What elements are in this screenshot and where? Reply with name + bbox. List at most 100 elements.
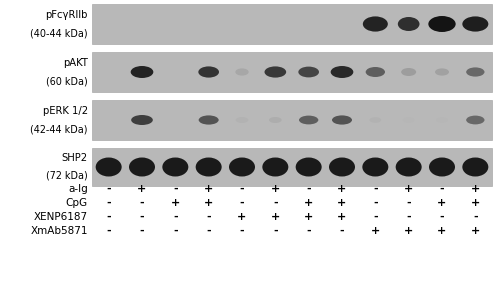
Ellipse shape [366, 67, 385, 77]
Text: +: + [170, 198, 180, 208]
Text: -: - [473, 212, 478, 222]
Ellipse shape [462, 16, 488, 31]
Ellipse shape [403, 117, 414, 123]
Ellipse shape [296, 158, 322, 176]
Text: -: - [106, 212, 111, 222]
Text: +: + [470, 184, 480, 194]
Text: +: + [470, 198, 480, 208]
Text: -: - [273, 198, 278, 208]
Text: -: - [373, 212, 378, 222]
Ellipse shape [131, 115, 153, 125]
Ellipse shape [396, 158, 421, 176]
Ellipse shape [236, 69, 248, 76]
Text: -: - [373, 198, 378, 208]
Ellipse shape [96, 158, 122, 176]
Text: +: + [270, 184, 280, 194]
Text: pFcγRIIb: pFcγRIIb [46, 10, 88, 20]
Ellipse shape [269, 117, 281, 123]
Ellipse shape [436, 117, 448, 123]
Text: -: - [173, 226, 178, 236]
Text: XENP6187: XENP6187 [34, 212, 88, 222]
Ellipse shape [198, 116, 218, 125]
Text: -: - [273, 226, 278, 236]
Text: (40-44 kDa): (40-44 kDa) [30, 28, 88, 38]
Bar [92, 100, 492, 140]
Ellipse shape [332, 116, 352, 125]
Text: +: + [338, 198, 346, 208]
Bar [92, 148, 492, 186]
Bar [92, 52, 492, 92]
Text: CpG: CpG [66, 198, 88, 208]
Text: +: + [404, 184, 413, 194]
Ellipse shape [428, 16, 456, 32]
Text: -: - [440, 212, 444, 222]
Text: +: + [404, 226, 413, 236]
Text: +: + [138, 184, 146, 194]
Text: -: - [173, 212, 178, 222]
Text: -: - [106, 226, 111, 236]
Bar [92, 4, 492, 44]
Text: +: + [204, 198, 214, 208]
Ellipse shape [129, 158, 155, 176]
Ellipse shape [362, 158, 388, 176]
Ellipse shape [236, 117, 248, 123]
Text: -: - [106, 198, 111, 208]
Text: +: + [438, 198, 446, 208]
Text: +: + [338, 212, 346, 222]
Text: +: + [304, 198, 314, 208]
Ellipse shape [299, 116, 318, 124]
Ellipse shape [466, 67, 484, 77]
Text: +: + [204, 184, 214, 194]
Ellipse shape [329, 158, 355, 176]
Text: -: - [406, 198, 411, 208]
Text: +: + [370, 226, 380, 236]
Text: +: + [438, 226, 446, 236]
Text: -: - [206, 226, 211, 236]
Text: -: - [106, 184, 111, 194]
Ellipse shape [398, 17, 419, 31]
Text: +: + [270, 212, 280, 222]
Ellipse shape [262, 158, 288, 176]
Ellipse shape [462, 158, 488, 176]
Text: pERK 1/2: pERK 1/2 [43, 106, 88, 116]
Ellipse shape [229, 158, 255, 176]
Text: -: - [173, 184, 178, 194]
Ellipse shape [370, 117, 381, 123]
Text: -: - [240, 198, 244, 208]
Text: SHP2: SHP2 [62, 153, 88, 163]
Text: (42-44 kDa): (42-44 kDa) [30, 124, 88, 134]
Text: -: - [306, 184, 311, 194]
Text: +: + [470, 226, 480, 236]
Text: -: - [140, 198, 144, 208]
Text: +: + [304, 212, 314, 222]
Text: -: - [240, 226, 244, 236]
Text: +: + [238, 212, 246, 222]
Text: -: - [140, 212, 144, 222]
Ellipse shape [130, 66, 154, 78]
Text: -: - [440, 184, 444, 194]
Text: -: - [206, 212, 211, 222]
Ellipse shape [401, 68, 416, 76]
Text: -: - [306, 226, 311, 236]
Text: XmAb5871: XmAb5871 [30, 226, 88, 236]
Text: -: - [340, 226, 344, 236]
Text: pAKT: pAKT [63, 58, 88, 68]
Text: (60 kDa): (60 kDa) [46, 76, 88, 86]
Ellipse shape [298, 67, 319, 77]
Text: (72 kDa): (72 kDa) [46, 171, 88, 181]
Ellipse shape [435, 69, 449, 76]
Ellipse shape [264, 66, 286, 78]
Ellipse shape [198, 66, 219, 78]
Text: -: - [373, 184, 378, 194]
Ellipse shape [363, 16, 388, 31]
Ellipse shape [196, 158, 222, 176]
Ellipse shape [466, 116, 484, 124]
Text: -: - [240, 184, 244, 194]
Ellipse shape [162, 158, 188, 176]
Text: -: - [140, 226, 144, 236]
Ellipse shape [429, 158, 455, 176]
Text: -: - [406, 212, 411, 222]
Ellipse shape [330, 66, 353, 78]
Text: a-lg: a-lg [68, 184, 88, 194]
Text: +: + [338, 184, 346, 194]
